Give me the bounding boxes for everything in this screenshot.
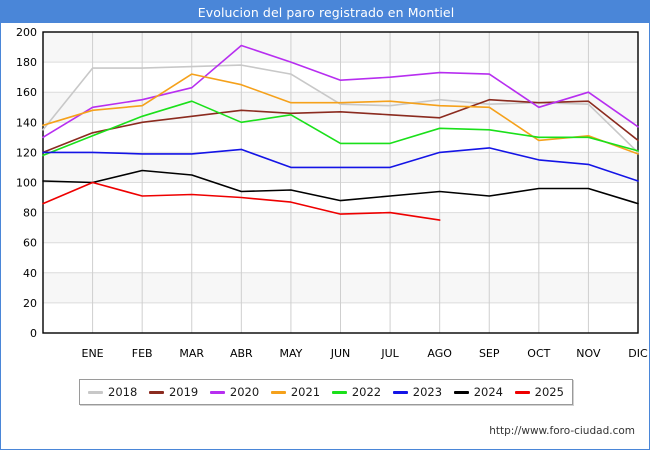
x-axis-tick-label: JUN (330, 347, 351, 360)
series-line-2020 (42, 44, 639, 139)
legend-swatch-icon-2024 (453, 390, 469, 394)
legend-label-2020: 2020 (229, 385, 260, 399)
legend-item-2020[interactable]: 2020 (209, 385, 260, 399)
x-axis-tick-label: FEB (132, 347, 153, 360)
series-line-2025 (42, 181, 441, 221)
x-axis-tick-label: OCT (527, 347, 550, 360)
y-axis-tick-label: 60 (23, 237, 37, 250)
legend-item-2024[interactable]: 2024 (453, 385, 503, 399)
series-line-2024 (42, 169, 639, 205)
y-axis-tick-label: 200 (16, 26, 37, 39)
legend-label-2019: 2019 (168, 385, 199, 399)
legend-label-2023: 2023 (412, 385, 443, 399)
legend-label-2022: 2022 (351, 385, 382, 399)
legend-swatch-icon-2019 (148, 390, 164, 394)
legend-swatch-icon-2020 (209, 390, 225, 394)
y-axis-tick-label: 0 (30, 327, 37, 340)
x-axis-tick-label: JUL (380, 347, 399, 360)
x-axis-tick-label: MAY (279, 347, 302, 360)
x-axis-tick-label: MAR (179, 347, 204, 360)
chart-legend: 2018 2019 2020 2021 2022 2023 2024 2025 (79, 379, 573, 405)
x-axis-tick-label: AGO (427, 347, 452, 360)
legend-label-2018: 2018 (108, 385, 138, 399)
y-axis-tick-label: 120 (16, 146, 37, 159)
legend-label-2024: 2024 (473, 385, 503, 399)
line-chart-svg: 0 20 40 60 80 100 120 140 160 180 200 ENE FEB MAR ABR M… (16, 26, 648, 360)
legend-swatch-icon-2022 (331, 390, 347, 394)
chart-plot-area: 0 20 40 60 80 100 120 140 160 180 200 ENE FEB MAR ABR M… (1, 23, 649, 363)
window-title-bar: Evolucion del paro registrado en Montiel (1, 1, 649, 23)
y-axis-tick-label: 180 (16, 56, 37, 69)
plot-frame (42, 31, 639, 334)
legend-item-2021[interactable]: 2021 (270, 385, 321, 399)
legend-item-2023[interactable]: 2023 (392, 385, 443, 399)
legend-swatch-icon-2021 (270, 390, 286, 394)
y-axis-tick-label: 40 (23, 267, 37, 280)
series-line-2021 (42, 73, 639, 155)
legend-item-2022[interactable]: 2022 (331, 385, 382, 399)
source-url: http://www.foro-ciudad.com (489, 425, 635, 437)
x-axis-tick-label: DIC (628, 347, 648, 360)
y-axis-tick-label: 140 (16, 116, 37, 129)
legend-item-2018[interactable]: 2018 (88, 385, 137, 399)
y-axis-tick-label: 100 (16, 177, 37, 190)
legend-swatch-icon-2018 (88, 390, 103, 394)
legend-swatch-icon-2023 (392, 390, 408, 394)
series-line-2023 (42, 147, 639, 182)
y-axis-tick-label: 20 (23, 297, 37, 310)
x-axis-tick-label: ABR (230, 347, 253, 360)
y-axis-tick-label: 80 (23, 207, 37, 220)
x-axis-tick-label: SEP (479, 347, 500, 360)
legend-swatch-icon-2025 (514, 390, 530, 394)
legend-label-2025: 2025 (534, 385, 564, 399)
x-axis-tick-label: NOV (576, 347, 601, 360)
x-axis-tick-label: ENE (82, 347, 104, 360)
series-line-2022 (42, 100, 639, 157)
legend-label-2021: 2021 (290, 385, 321, 399)
page-title: Evolucion del paro registrado en Montiel (197, 4, 455, 20)
legend-item-2019[interactable]: 2019 (148, 385, 199, 399)
legend-item-2025[interactable]: 2025 (514, 385, 564, 399)
y-axis-tick-label: 160 (16, 86, 37, 99)
series-line-2019 (42, 98, 639, 154)
